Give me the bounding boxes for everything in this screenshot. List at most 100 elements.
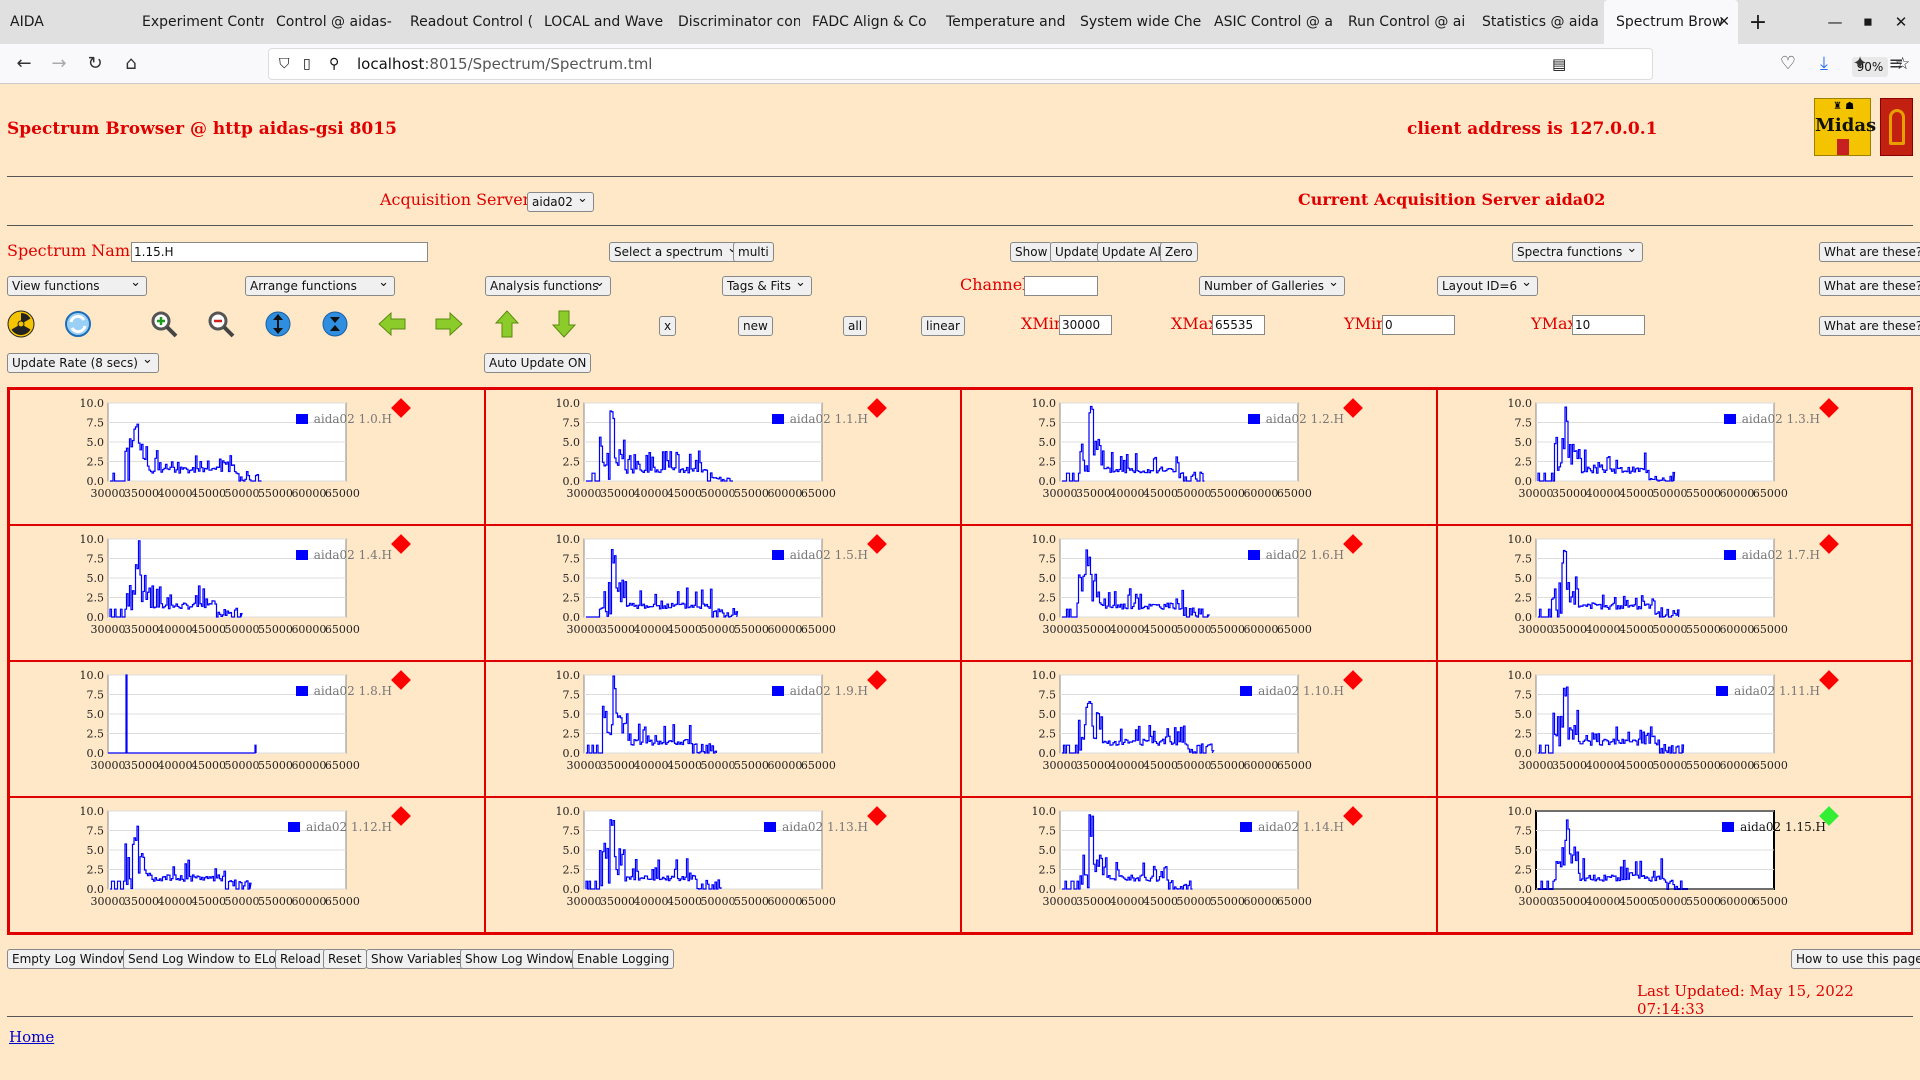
- channel-input[interactable]: [1024, 276, 1098, 296]
- show-button[interactable]: Show: [1010, 242, 1053, 262]
- linear-button[interactable]: linear: [921, 316, 965, 336]
- tab-8[interactable]: ASIC Control @ a: [1214, 14, 1333, 30]
- tab-3[interactable]: LOCAL and Wave: [544, 14, 664, 30]
- spectrum-cell[interactable]: 10.0 7.5 5.0 2.5 0.0 30000 35000 40000 45000 5000…: [961, 525, 1437, 661]
- arrange-functions-dropdown[interactable]: Arrange functions: [245, 274, 395, 296]
- all-button[interactable]: all: [843, 316, 868, 336]
- select-spectrum-dropdown[interactable]: Select a spectrum: [609, 240, 744, 262]
- layout-dropdown[interactable]: Layout ID=6: [1437, 274, 1539, 296]
- ymax-input[interactable]: 10: [1572, 315, 1645, 335]
- help-button-3[interactable]: What are these?: [1819, 316, 1920, 336]
- plot-legend: aida02 1.2.H: [1247, 412, 1344, 426]
- x-tick-label: 30000: [567, 895, 602, 908]
- spectrum-cell[interactable]: 10.0 7.5 5.0 2.5 0.0 30000 35000 40000 45000 5000…: [1437, 525, 1913, 661]
- bookmark-star-icon[interactable]: ☆: [1895, 54, 1911, 74]
- close-window-icon[interactable]: ✕: [1894, 13, 1908, 31]
- multi-button[interactable]: multi: [733, 242, 774, 262]
- x-tick-label: 65000: [1277, 487, 1312, 500]
- tab-0[interactable]: Experiment Contr: [142, 14, 264, 30]
- extensions-icon[interactable]: ✦: [1852, 53, 1868, 74]
- tab-10[interactable]: Statistics @ aida: [1482, 14, 1599, 30]
- spectra-functions-dropdown[interactable]: Spectra functions: [1512, 240, 1644, 262]
- number-of-galleries-dropdown[interactable]: Number of Galleries: [1199, 274, 1346, 296]
- tab-9[interactable]: Run Control @ ai: [1348, 14, 1466, 30]
- x-button[interactable]: x: [659, 316, 677, 336]
- spectrum-cell[interactable]: 10.0 7.5 5.0 2.5 0.0 30000 35000 40000 45000 5000…: [9, 797, 485, 933]
- x-tick-label: 45000: [667, 487, 702, 500]
- xmax-input[interactable]: 65535: [1212, 315, 1265, 335]
- help-button-2[interactable]: What are these?: [1819, 276, 1920, 296]
- close-tab-icon[interactable]: ✕: [1718, 14, 1730, 30]
- enable-logging-button[interactable]: Enable Logging: [572, 949, 675, 969]
- pocket-icon[interactable]: ♡: [1779, 53, 1797, 74]
- reset-button[interactable]: Reset: [323, 949, 367, 969]
- auto-update-button[interactable]: Auto Update ON: [484, 353, 592, 373]
- new-button[interactable]: new: [738, 316, 773, 336]
- spectrum-cell[interactable]: 10.0 7.5 5.0 2.5 0.0 30000 35000 40000 45000 5000…: [9, 661, 485, 797]
- radiation-icon[interactable]: [5, 308, 37, 340]
- xmin-input[interactable]: 30000: [1059, 315, 1112, 335]
- update-all-button[interactable]: Update All: [1097, 242, 1170, 262]
- zoom-in-icon[interactable]: [148, 308, 180, 340]
- new-tab-icon[interactable]: +: [1748, 9, 1768, 35]
- spectrum-cell[interactable]: 10.0 7.5 5.0 2.5 0.0 30000 35000 40000 45000 5000…: [485, 797, 961, 933]
- tab-2[interactable]: Readout Control (: [410, 14, 532, 30]
- x-tick-label: 50000: [1176, 487, 1211, 500]
- spectrum-name-input[interactable]: 1.15.H: [131, 242, 428, 262]
- update-rate-dropdown[interactable]: Update Rate (8 secs): [7, 351, 159, 373]
- spectrum-cell[interactable]: 10.0 7.5 5.0 2.5 0.0 30000 35000 40000 45000 5000…: [9, 389, 485, 525]
- legend-label: aida02 1.5.H: [789, 548, 868, 562]
- spectrum-cell[interactable]: 10.0 7.5 5.0 2.5 0.0 30000 35000 40000 45000 5000…: [1437, 661, 1913, 797]
- empty-log-button[interactable]: Empty Log Window: [7, 949, 133, 969]
- tab-6[interactable]: Temperature and: [946, 14, 1066, 30]
- compress-y-icon[interactable]: [319, 308, 351, 340]
- tab-spectrum-browser[interactable]: Spectrum Brow ✕: [1604, 0, 1738, 44]
- spectrum-cell[interactable]: 10.0 7.5 5.0 2.5 0.0 30000 35000 40000 45000 5000…: [485, 389, 961, 525]
- analysis-functions-dropdown[interactable]: Analysis functions: [485, 274, 611, 296]
- spectrum-cell[interactable]: 10.0 7.5 5.0 2.5 0.0 30000 35000 40000 45000 5000…: [485, 525, 961, 661]
- help-button-1[interactable]: What are these?: [1819, 242, 1920, 262]
- how-to-button[interactable]: How to use this page: [1791, 949, 1920, 969]
- spectrum-cell[interactable]: 10.0 7.5 5.0 2.5 0.0 30000 35000 40000 45000 5000…: [961, 661, 1437, 797]
- reader-view-icon[interactable]: ▤: [1552, 55, 1567, 73]
- spectrum-cell[interactable]: 10.0 7.5 5.0 2.5 0.0 30000 35000 40000 45000 5000…: [961, 389, 1437, 525]
- minimize-icon[interactable]: —: [1827, 13, 1843, 31]
- send-log-button[interactable]: Send Log Window to ELog: [123, 949, 289, 969]
- spectrum-cell[interactable]: 10.0 7.5 5.0 2.5 0.0 30000 35000 40000 45000 5000…: [961, 797, 1437, 933]
- back-icon[interactable]: ←: [16, 53, 32, 74]
- tags-fits-dropdown[interactable]: Tags & Fits: [722, 274, 812, 296]
- show-log-button[interactable]: Show Log Window: [460, 949, 579, 969]
- menu-icon[interactable]: ≡: [1888, 53, 1904, 74]
- zoom-level[interactable]: 90%: [1852, 57, 1888, 77]
- zero-button[interactable]: Zero: [1160, 242, 1198, 262]
- arrow-right-icon[interactable]: [433, 308, 465, 340]
- forward-icon[interactable]: →: [51, 53, 67, 74]
- reload-icon[interactable]: ↻: [87, 53, 103, 74]
- home-link[interactable]: Home: [9, 1028, 55, 1046]
- arrow-left-icon[interactable]: [376, 308, 408, 340]
- reload-button[interactable]: Reload: [275, 949, 326, 969]
- home-icon[interactable]: ⌂: [125, 53, 137, 74]
- spectrum-cell[interactable]: 10.0 7.5 5.0 2.5 0.0 30000 35000 40000 45000 5000…: [1437, 797, 1913, 933]
- tab-1[interactable]: Control @ aidas-: [276, 14, 392, 30]
- arrow-down-icon[interactable]: [548, 308, 580, 340]
- ymin-input[interactable]: 0: [1382, 315, 1455, 335]
- url-bar[interactable]: ⛉ ▯ ⚲ localhost:8015/Spectrum/Spectrum.t…: [268, 48, 1910, 80]
- spectrum-cell[interactable]: 10.0 7.5 5.0 2.5 0.0 30000 35000 40000 45000 5000…: [485, 661, 961, 797]
- spectrum-cell[interactable]: 10.0 7.5 5.0 2.5 0.0 30000 35000 40000 45000 5000…: [1437, 389, 1913, 525]
- view-functions-dropdown[interactable]: View functions: [7, 274, 147, 296]
- maximize-icon[interactable]: ◼: [1863, 15, 1873, 28]
- tab-4[interactable]: Discriminator con: [678, 14, 800, 30]
- arrow-up-icon[interactable]: [491, 308, 523, 340]
- x-tick-label: 30000: [1043, 623, 1078, 636]
- update-button[interactable]: Update: [1050, 242, 1104, 262]
- tab-7[interactable]: System wide Che: [1080, 14, 1202, 30]
- expand-y-icon[interactable]: [262, 308, 294, 340]
- acquisition-server-select[interactable]: aida02: [527, 190, 594, 212]
- show-variables-button[interactable]: Show Variables: [366, 949, 468, 969]
- refresh-icon[interactable]: [62, 308, 94, 340]
- zoom-out-icon[interactable]: [205, 308, 237, 340]
- spectrum-cell[interactable]: 10.0 7.5 5.0 2.5 0.0 30000 35000 40000 45000 5000…: [9, 525, 485, 661]
- downloads-icon[interactable]: ⤓: [1820, 53, 1828, 74]
- tab-5[interactable]: FADC Align & Co: [812, 14, 927, 30]
